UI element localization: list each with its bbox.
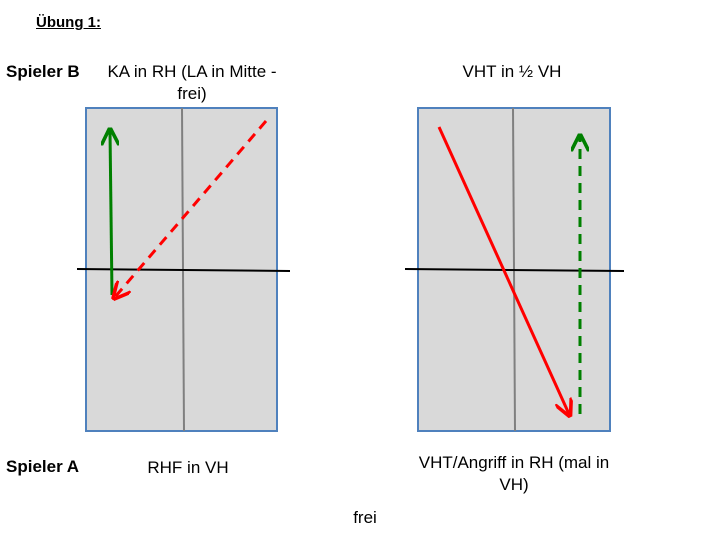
table-2	[404, 107, 625, 432]
table1-top-label: KA in RH (LA in Mitte - frei)	[107, 62, 277, 103]
table2-bottom-label: VHT/Angriff in RH (mal in VH)	[418, 453, 610, 494]
table-2-red-arrow	[437, 126, 569, 414]
player-b-label: Spieler B	[6, 62, 80, 81]
exercise-title: Übung 1:	[36, 14, 101, 31]
footer-label: frei	[353, 508, 377, 527]
table2-top-label: VHT in ½ VH	[462, 62, 562, 81]
table-2-net	[404, 268, 625, 272]
player-a-label: Spieler A	[6, 457, 80, 476]
table-1-green-arrow	[110, 131, 112, 296]
table1-bottom-label: RHF in VH	[147, 458, 229, 477]
table-1-red-dashed-arrow	[115, 120, 268, 297]
table-1	[76, 107, 291, 432]
